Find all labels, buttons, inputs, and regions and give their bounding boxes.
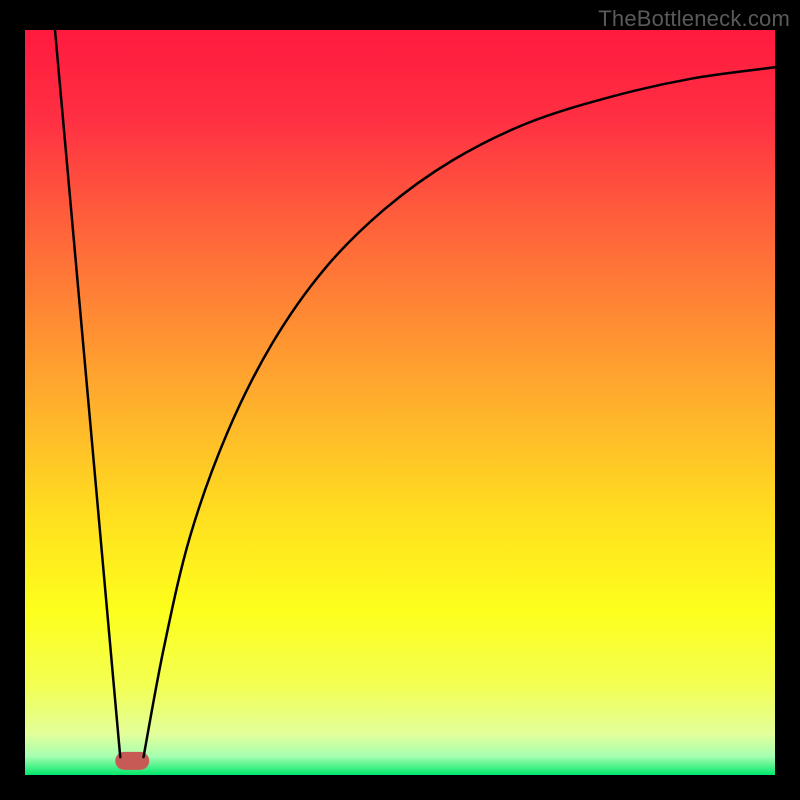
watermark-text: TheBottleneck.com (598, 6, 790, 32)
plot-area (25, 30, 775, 775)
chart-canvas (0, 0, 800, 800)
